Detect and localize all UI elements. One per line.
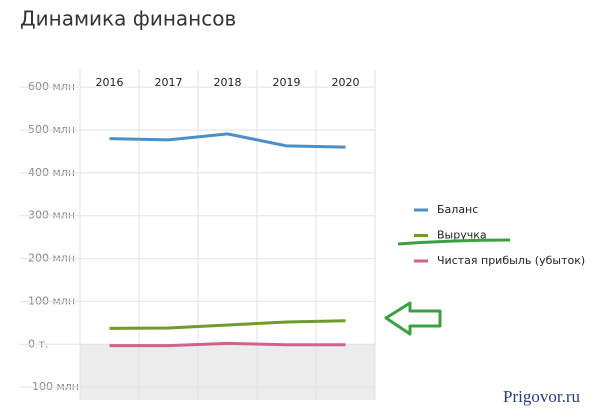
series-line <box>109 132 346 149</box>
negative-area <box>80 344 375 400</box>
series-line <box>109 319 346 330</box>
chart-title: Динамика финансов <box>20 7 236 31</box>
x-tick-label: 2016 <box>96 76 124 89</box>
x-tick-label: 2020 <box>332 76 360 89</box>
legend-label: Чистая прибыль (убыток) <box>437 254 585 267</box>
series-line <box>109 341 346 348</box>
watermark: Prigovor.ru <box>503 387 580 406</box>
annotation-underline <box>397 238 511 246</box>
x-tick-label: 2018 <box>214 76 242 89</box>
legend-label: Баланс <box>437 203 478 216</box>
x-tick-label: 2019 <box>273 76 301 89</box>
legend-label: Выручка <box>437 229 487 242</box>
annotation-arrow <box>384 301 442 336</box>
x-tick-label: 2017 <box>155 76 183 89</box>
